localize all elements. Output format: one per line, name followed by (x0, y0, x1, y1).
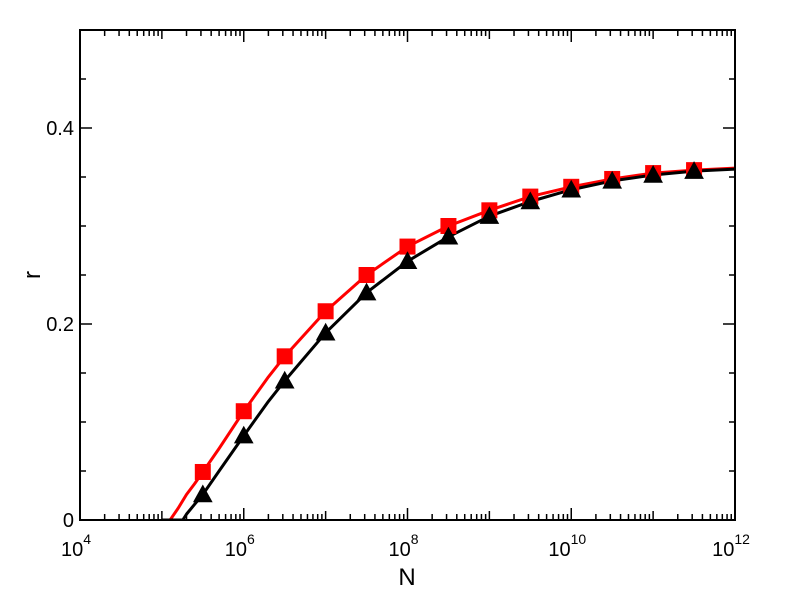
triangle-marker (643, 165, 663, 183)
square-marker (276, 348, 293, 365)
triangle-marker (397, 251, 418, 269)
y-tick-label: 0 (63, 510, 74, 532)
data-markers (192, 161, 704, 503)
plot-frame (79, 29, 736, 521)
square-marker (235, 403, 252, 420)
triangle-marker (315, 322, 336, 341)
axis-ticks (79, 29, 735, 521)
y-tick-label: 0.4 (46, 118, 74, 140)
triangle-marker (561, 179, 582, 198)
y-axis-title: r (19, 271, 46, 279)
x-tick-label: 104 (61, 531, 91, 561)
triangle-marker (602, 170, 623, 189)
x-tick-label: 1010 (548, 531, 586, 561)
y-tick-label: 0.2 (46, 314, 74, 336)
triangle-marker (520, 191, 541, 210)
triangle-marker (192, 484, 213, 503)
x-tick-label: 106 (225, 531, 255, 561)
square-marker (317, 303, 334, 320)
triangle-marker (356, 282, 377, 301)
x-tick-label: 1012 (712, 531, 750, 561)
square-marker (194, 463, 211, 480)
triangle-marker (479, 206, 500, 224)
x-axis-title: N (398, 564, 415, 591)
triangle-marker (274, 370, 295, 389)
triangle-marker (233, 425, 254, 444)
triangle-marker (438, 226, 459, 245)
tick-labels: 104 106 108 1010 1012 0 0.2 0.4 (46, 118, 750, 561)
square-marker (358, 267, 375, 283)
x-tick-label: 108 (388, 531, 418, 561)
triangle-marker (684, 161, 704, 179)
